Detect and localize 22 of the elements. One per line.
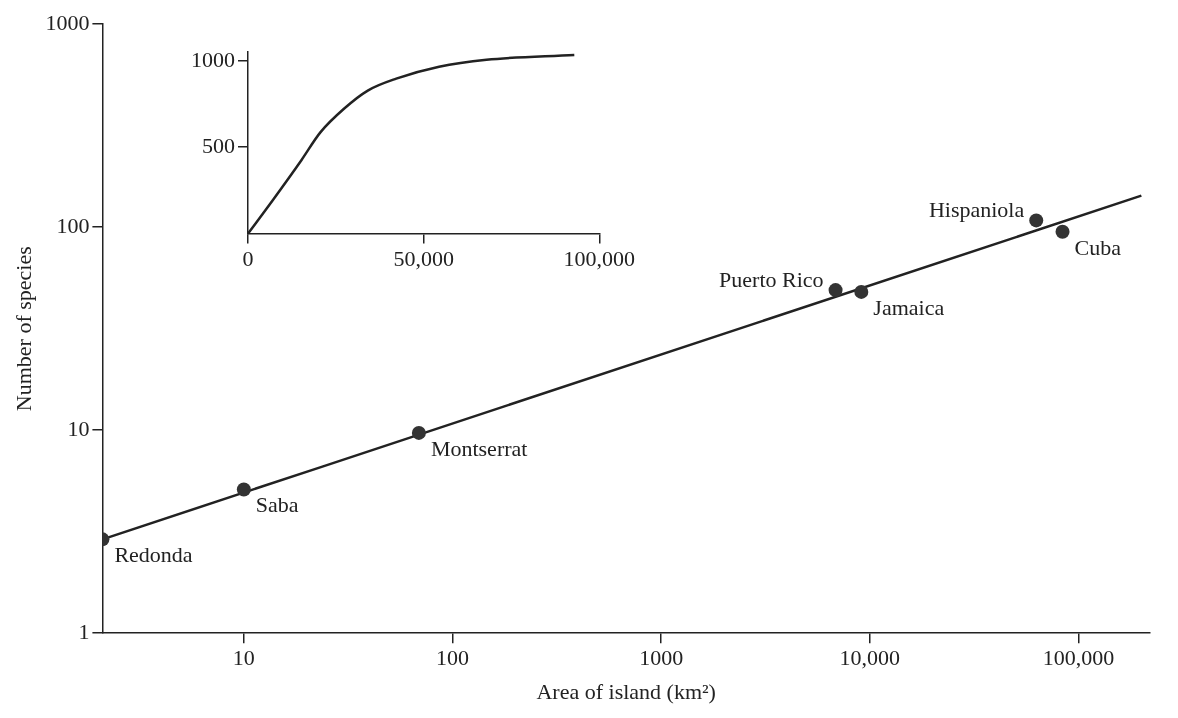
annotation: Saba — [255, 492, 299, 518]
annotation: Montserrat — [430, 435, 528, 461]
y-tick-label: 100 — [56, 212, 90, 238]
y-tick-label: 500 — [202, 133, 235, 158]
y-tick-label: 1000 — [45, 9, 90, 35]
y-axis-title: Number of species — [10, 246, 36, 412]
y-tick-label: 10 — [67, 415, 90, 441]
annotation: Jamaica — [873, 294, 945, 320]
x-tick-label: 10 — [232, 645, 255, 671]
x-tick-label: 100,000 — [563, 245, 635, 271]
x-tick-label: 10,000 — [839, 645, 901, 671]
annotation: Puerto Rico — [719, 266, 824, 292]
x-tick-label: 0 — [242, 245, 254, 271]
x-tick-label: 1000 — [639, 645, 684, 671]
annotation: Hispaniola — [928, 197, 1025, 223]
x-tick-label: 50,000 — [393, 245, 454, 271]
x-tick-label: 100,000 — [1042, 645, 1115, 671]
x-axis-title: Area of island (km²) — [536, 678, 716, 704]
y-tick-label: 1 — [78, 618, 90, 644]
annotation: Cuba — [1074, 234, 1122, 260]
annotation: Redonda — [114, 542, 193, 568]
x-tick-label: 100 — [436, 645, 470, 671]
